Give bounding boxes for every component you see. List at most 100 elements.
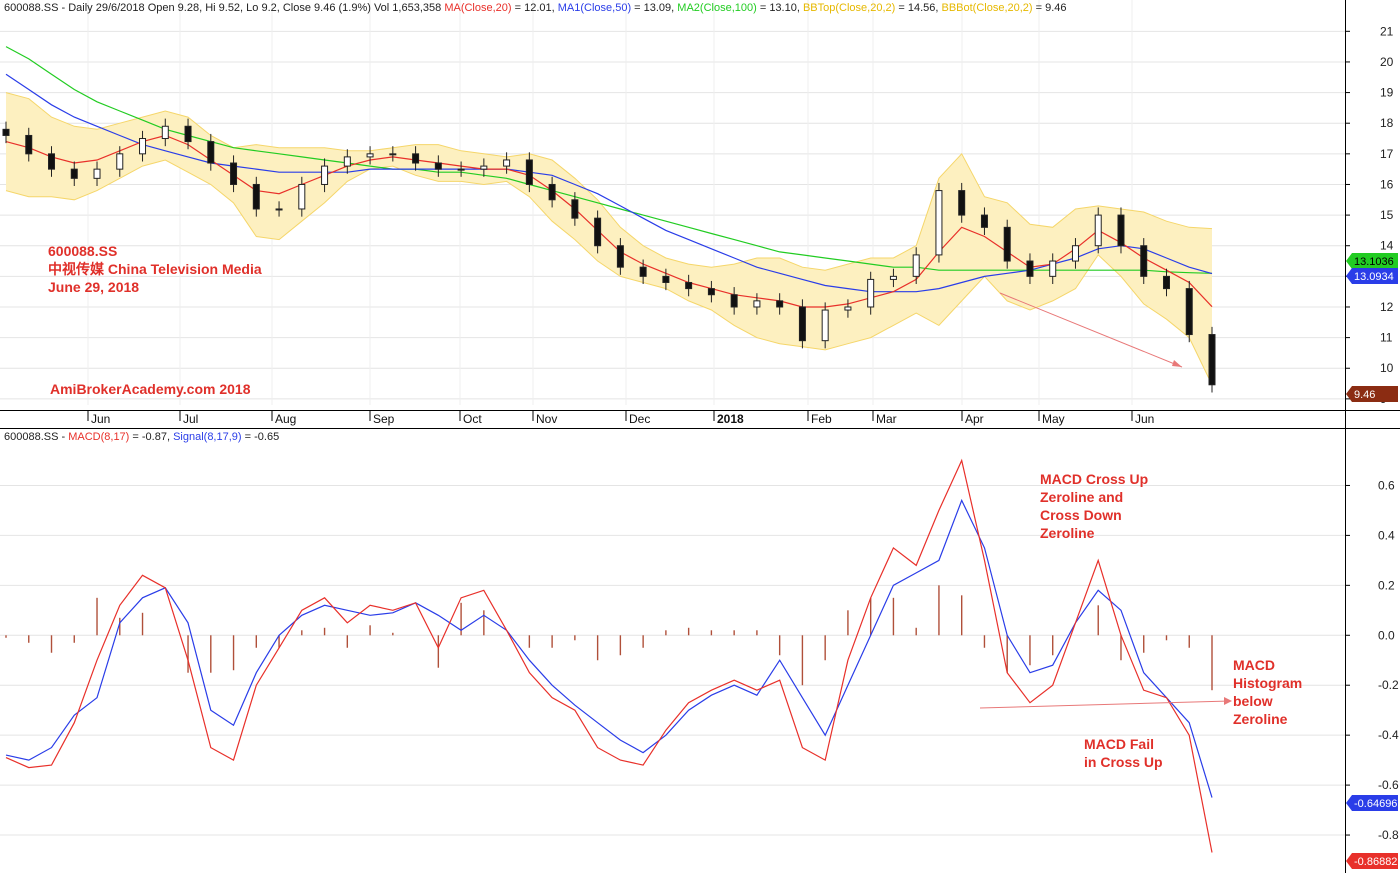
histogram-line-4: Zeroline: [1233, 711, 1288, 727]
last-close-label: 9.46: [1354, 389, 1375, 401]
macd-tick-label: 0.2: [1378, 578, 1395, 592]
ma50-value: = 13.09,: [631, 2, 674, 14]
price-tick-label: 20: [1380, 55, 1394, 69]
candle-body: [730, 294, 738, 308]
company-annotation: 中视传媒 China Television Media: [48, 261, 262, 277]
macd-tick-label: -0.2: [1378, 678, 1399, 692]
candle-body: [776, 300, 784, 308]
candle-body: [389, 153, 397, 156]
bbtop-line: [5, 92, 1213, 271]
candle-body: [25, 134, 33, 155]
cross-up-line-3: Cross Down: [1040, 507, 1122, 523]
macd-line: [5, 458, 1213, 853]
cross-up-line-1: MACD Cross Up: [1040, 471, 1148, 487]
candle-body: [184, 125, 192, 143]
price-annotations: 600088.SS 中视传媒 China Television Media Ju…: [48, 243, 1183, 397]
candle-body: [2, 128, 10, 136]
fail-line-2: in Cross Up: [1084, 754, 1163, 770]
candle-body: [230, 162, 238, 185]
candle-body: [571, 199, 579, 219]
price-tick-label: 19: [1380, 86, 1394, 100]
last-ma50-label-bg: [1346, 268, 1398, 284]
bbbot-legend: BBBot(Close,20,2): [941, 2, 1032, 14]
last-signal-label-bg: [1346, 795, 1398, 811]
candle-body: [93, 168, 101, 179]
candle-body: [321, 165, 329, 185]
bbtop-value: = 14.56,: [895, 2, 938, 14]
month-label: 2018: [717, 412, 744, 426]
last-value-labels: 13.1036 13.0934 9.46 -0.646967 -0.868822: [1346, 253, 1400, 869]
month-label: Feb: [811, 412, 832, 426]
bollinger-band-fill: [6, 92, 1212, 385]
price-y-ticks: 9101112131415161718192021: [1345, 24, 1394, 406]
macd-tick-label: 0.0: [1378, 628, 1395, 642]
signal-legend: Signal(8,17,9): [173, 431, 242, 443]
candle-body: [548, 183, 556, 201]
bbbot-line: [5, 159, 1213, 386]
ma20-value: = 12.01,: [512, 2, 555, 14]
candle-body: [161, 125, 169, 140]
candle-body: [480, 165, 488, 170]
price-tick-label: 14: [1380, 239, 1394, 253]
fail-line-1: MACD Fail: [1084, 736, 1154, 752]
macd-grid: [0, 484, 1345, 836]
last-signal-label: -0.646967: [1354, 798, 1400, 810]
candle-body: [343, 156, 351, 167]
macd-value: = -0.87,: [129, 431, 170, 443]
price-header: 600088.SS - Daily 29/6/2018 Open 9.28, H…: [4, 2, 1067, 14]
last-macd-label-bg: [1346, 853, 1398, 869]
candle-body: [639, 266, 647, 277]
candle-body: [844, 306, 852, 311]
candle-body: [366, 153, 374, 158]
candle-body: [821, 309, 829, 342]
date-annotation: June 29, 2018: [48, 279, 139, 295]
candle-body: [1162, 275, 1170, 290]
cross-up-line-4: Zeroline: [1040, 525, 1095, 541]
macd-tick-label: -0.4: [1378, 728, 1399, 742]
candle-body: [1026, 260, 1034, 277]
price-tick-label: 16: [1380, 177, 1394, 191]
candle-body: [958, 190, 966, 216]
candle-body: [412, 153, 420, 164]
ticker-annotation: 600088.SS: [48, 243, 117, 259]
month-label: Jul: [183, 412, 198, 426]
macd-tick-label: -0.6: [1378, 778, 1399, 792]
price-tick-label: 12: [1380, 300, 1394, 314]
last-macd-label: -0.868822: [1354, 856, 1400, 868]
candle-body: [525, 159, 533, 185]
month-label: Dec: [629, 412, 650, 426]
macd-histogram: [5, 585, 1213, 691]
histogram-line-1: MACD: [1233, 657, 1275, 673]
last-ma100-label-bg: [1346, 253, 1398, 269]
price-header-prefix: 600088.SS - Daily 29/6/2018 Open 9.28, H…: [4, 2, 441, 14]
candle-body: [252, 183, 260, 210]
month-label: May: [1042, 412, 1065, 426]
month-label: Jun: [1135, 412, 1154, 426]
support-arrowhead: [1224, 697, 1232, 705]
month-label: Nov: [536, 412, 557, 426]
candle-body: [1003, 226, 1011, 262]
last-ma50-label: 13.0934: [1354, 271, 1394, 283]
month-label: Sep: [373, 412, 395, 426]
month-label: Mar: [876, 412, 897, 426]
macd-legend: MACD(8,17): [68, 431, 129, 443]
candle-body: [434, 162, 442, 170]
candle-body: [48, 153, 56, 170]
candle-body: [139, 138, 147, 155]
price-tick-label: 21: [1380, 24, 1394, 38]
candle-body: [1140, 245, 1148, 277]
candle-body: [207, 141, 215, 164]
candle-body: [298, 183, 306, 210]
support-arrow: [979, 700, 1231, 709]
candle-body: [594, 217, 602, 247]
month-label: Jun: [91, 412, 110, 426]
candle-body: [685, 281, 693, 290]
macd-annotations: MACD Cross Up Zeroline and Cross Down Ze…: [979, 471, 1302, 770]
month-label: Oct: [463, 412, 482, 426]
cross-up-line-2: Zeroline and: [1040, 489, 1123, 505]
candle-body: [275, 208, 283, 211]
signal-line: [5, 498, 1213, 798]
ma20-line: [5, 134, 1213, 308]
candle-body: [503, 159, 511, 167]
